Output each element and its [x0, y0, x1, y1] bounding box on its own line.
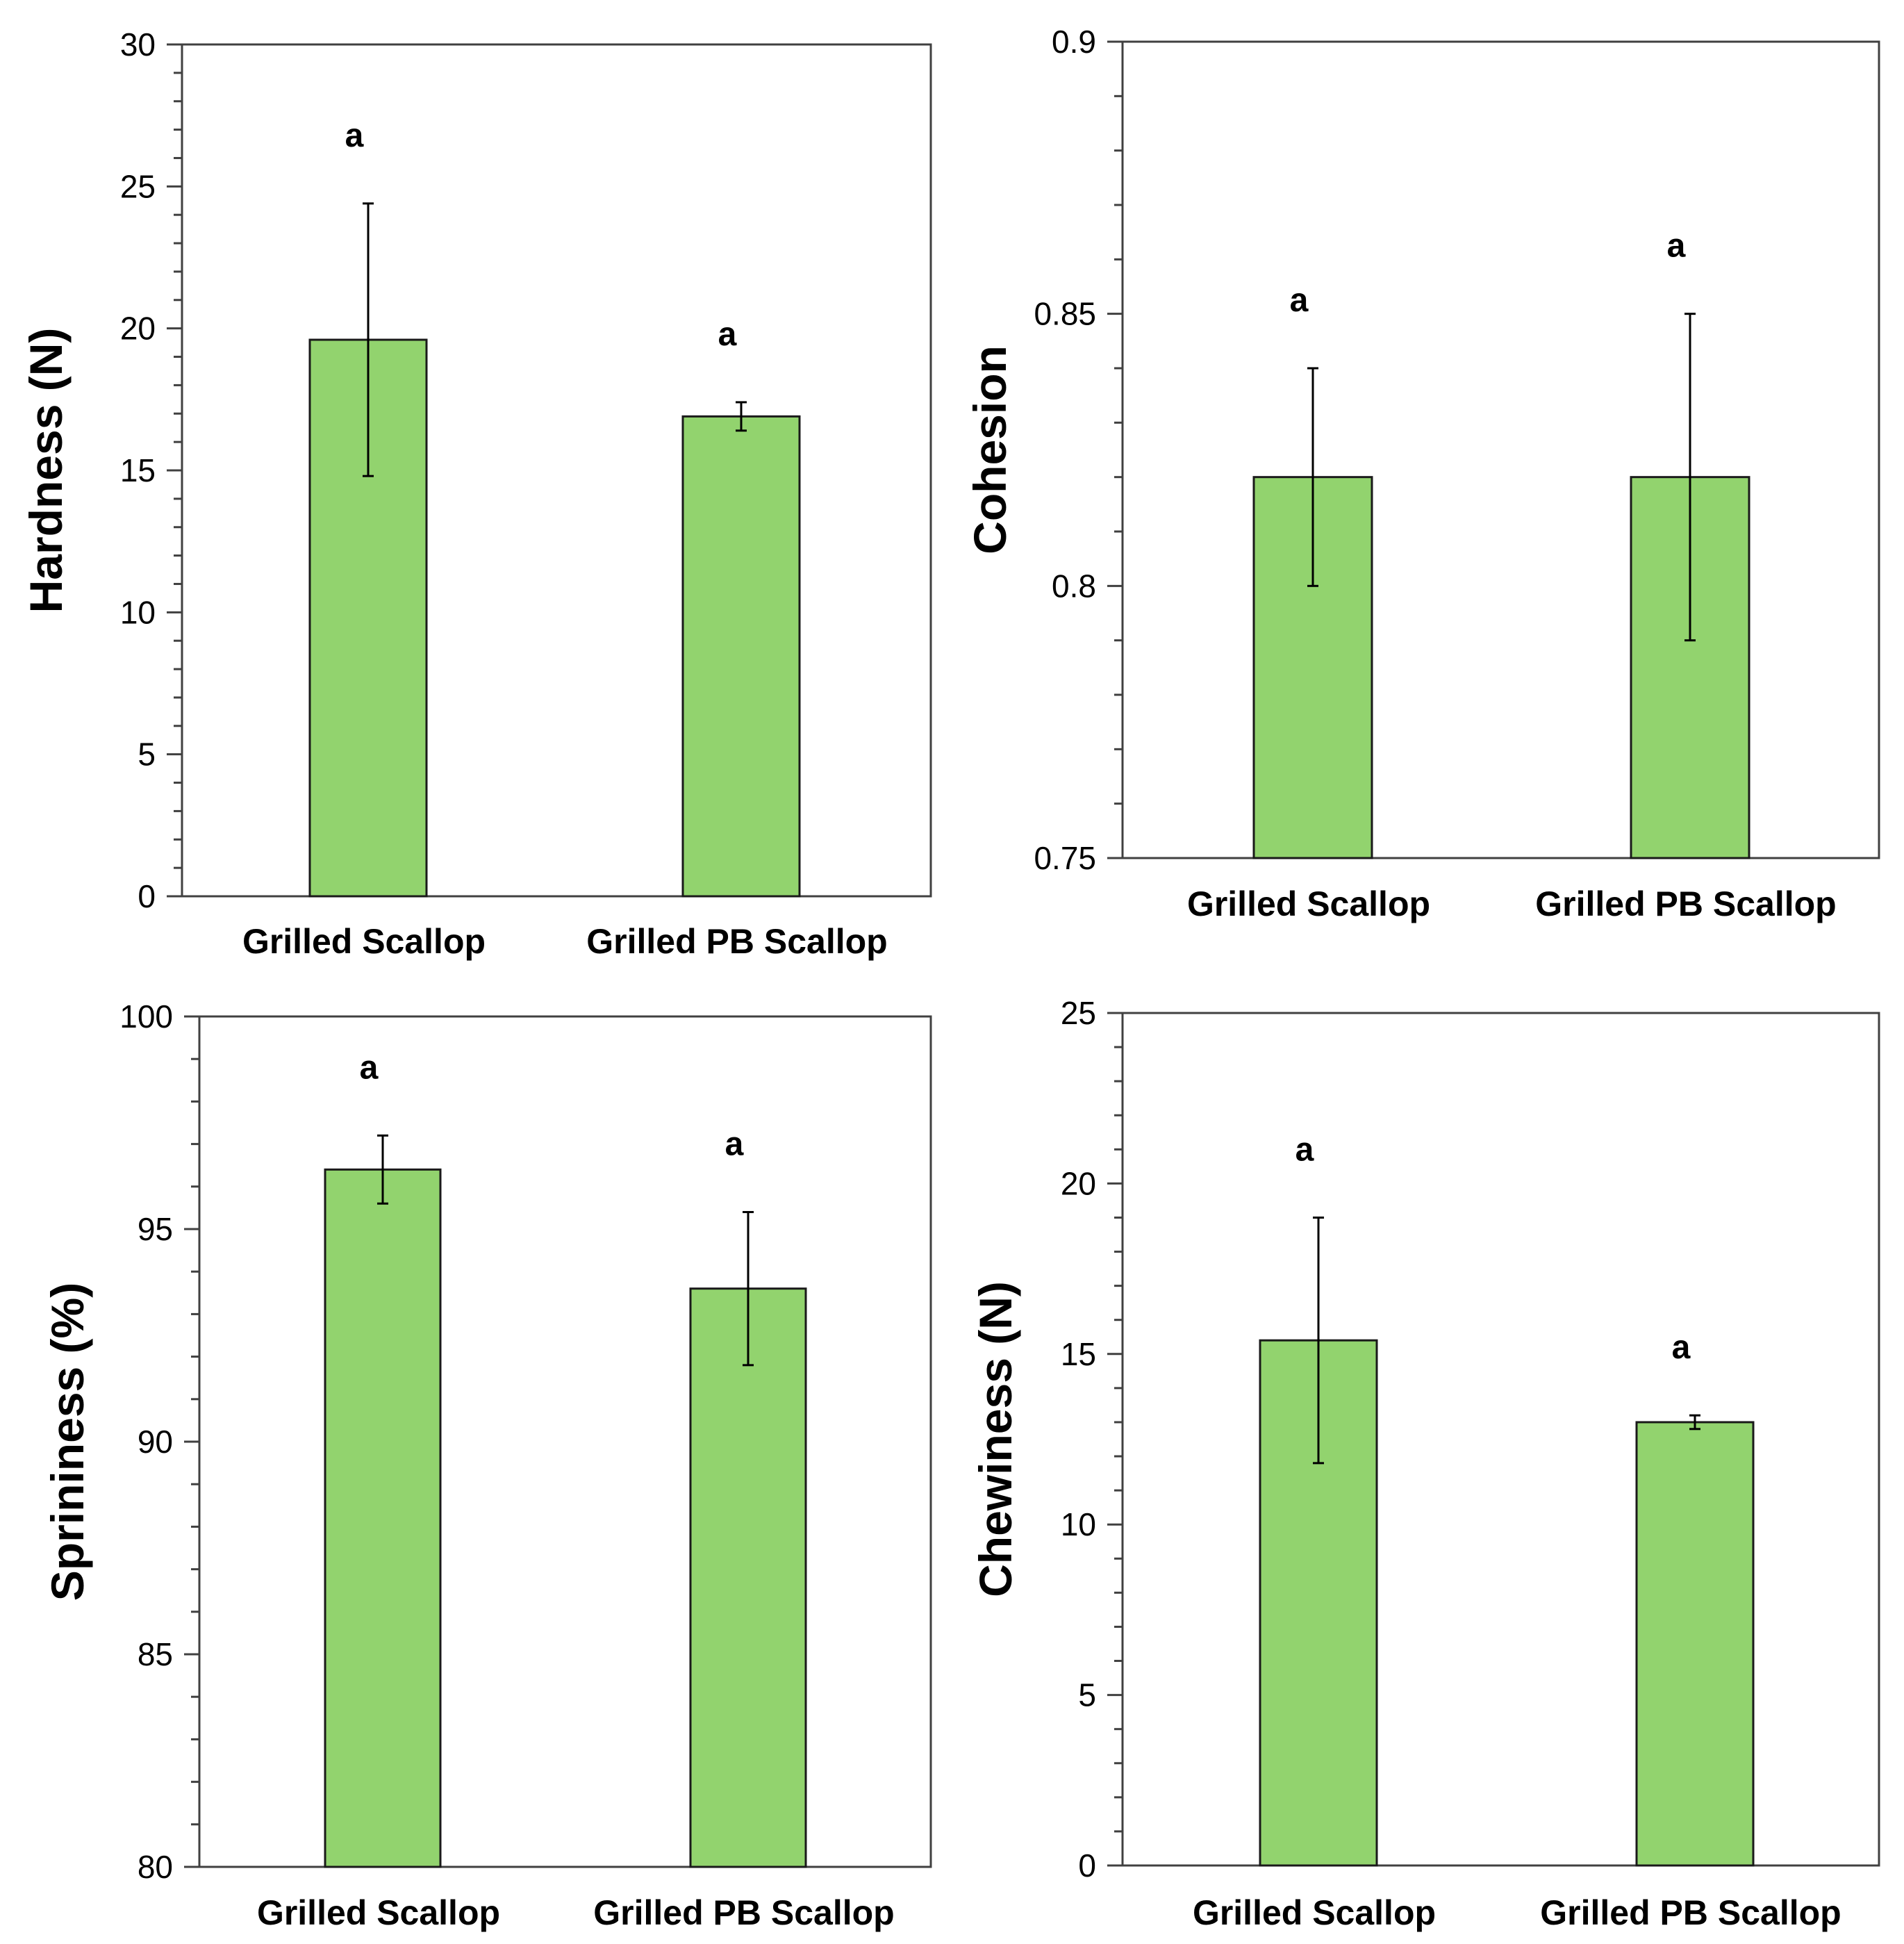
category-label: Grilled PB Scallop [1540, 1893, 1841, 1932]
plot-frame [1121, 40, 1880, 859]
y-tick-label: 15 [1061, 1336, 1096, 1372]
y-tick-label: 100 [119, 998, 173, 1035]
y-tick-label: 20 [120, 311, 156, 347]
bar [324, 1168, 442, 1868]
y-axis-title: Chewiness (N) [970, 1281, 1021, 1597]
y-tick-label: 10 [120, 594, 156, 630]
y-tick-label: 0.75 [1034, 840, 1096, 876]
y-tick-label: 80 [138, 1849, 173, 1885]
y-tick-label: 30 [120, 26, 156, 63]
significance-label: a [1295, 1131, 1314, 1168]
significance-label: a [725, 1126, 744, 1163]
category-label: Grilled PB Scallop [1535, 884, 1836, 923]
chart-panel-1: 0 5 10 15 20 25 30 Hardness (N) a Grilled Scallop… [20, 26, 932, 961]
y-tick-label: 15 [120, 452, 156, 488]
chart-panel-4: 0 5 10 15 20 25 Chewiness (N) a Grilled Scallop a… [970, 995, 1880, 1932]
y-axis-title: Sprininess (%) [42, 1283, 93, 1601]
significance-label: a [1672, 1329, 1691, 1366]
y-tick-label: 90 [138, 1424, 173, 1460]
category-label: Grilled Scallop [1187, 884, 1430, 923]
significance-label: a [345, 117, 364, 154]
significance-label: a [1667, 228, 1686, 265]
y-tick-label: 85 [138, 1636, 173, 1672]
chart-panel-3: 80 85 90 95 100 Sprininess (%) a Grilled Scallo… [42, 998, 932, 1932]
bar [689, 1287, 807, 1868]
category-label: Grilled PB Scallop [586, 922, 887, 961]
significance-label: a [718, 316, 737, 353]
y-tick-label: 5 [1078, 1677, 1096, 1713]
category-label: Grilled Scallop [257, 1893, 500, 1932]
y-axis-title: Hardness (N) [20, 328, 72, 613]
y-tick-label: 95 [138, 1211, 173, 1247]
bar [681, 415, 801, 898]
y-tick-label: 25 [1061, 995, 1096, 1031]
y-tick-label: 20 [1061, 1165, 1096, 1201]
y-axis-title: Cohesion [964, 345, 1016, 554]
y-tick-label: 0.9 [1052, 24, 1096, 60]
significance-label: a [1290, 282, 1309, 319]
y-tick-label: 10 [1061, 1506, 1096, 1542]
y-tick-label: 25 [120, 168, 156, 204]
bar [1635, 1421, 1755, 1867]
y-tick-label: 0 [1078, 1847, 1096, 1884]
category-label: Grilled Scallop [242, 922, 486, 961]
plot-frame [1121, 1012, 1880, 1867]
chart-panel-2: 0.75 0.8 0.85 0.9 Cohesion a Grilled Scallop a G… [964, 24, 1880, 923]
y-tick-label: 0.85 [1034, 296, 1096, 332]
bar [1259, 1339, 1378, 1867]
y-tick-label: 0 [138, 878, 156, 914]
y-tick-label: 5 [138, 736, 156, 773]
y-tick-label: 0.8 [1052, 568, 1096, 604]
plot-frame [198, 1015, 932, 1868]
category-label: Grilled PB Scallop [593, 1893, 894, 1932]
plot-frame [181, 43, 932, 898]
category-label: Grilled Scallop [1193, 1893, 1436, 1932]
significance-label: a [360, 1049, 379, 1086]
